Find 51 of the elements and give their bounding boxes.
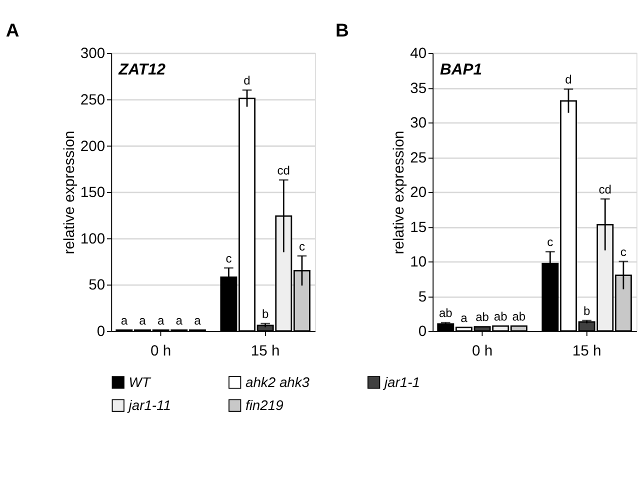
data-label: a bbox=[139, 313, 146, 328]
data-label: ab bbox=[494, 310, 508, 324]
chart-title: A bbox=[6, 19, 20, 40]
y-axis-title: relative expression bbox=[392, 130, 408, 254]
data-label: cd bbox=[598, 182, 612, 196]
data-label: cd bbox=[277, 163, 290, 178]
data-label: ab bbox=[512, 310, 526, 324]
y-tick-label: 10 bbox=[410, 254, 427, 271]
y-tick-label: 200 bbox=[80, 138, 106, 155]
y-tick-label: 0 bbox=[96, 324, 106, 340]
text: ZAT12 bbox=[118, 61, 166, 78]
y-tick-label: 50 bbox=[88, 278, 106, 294]
y-tick-label: 150 bbox=[80, 185, 106, 202]
x-tick-label: 0 h bbox=[472, 344, 493, 360]
y-tick-label: 5 bbox=[418, 289, 427, 306]
y-tick-label: 25 bbox=[410, 150, 427, 166]
legend-label: jar1-1 bbox=[382, 374, 420, 390]
data-label: a bbox=[157, 313, 164, 328]
data-label: ab bbox=[438, 306, 453, 320]
y-tick-label: 100 bbox=[80, 231, 106, 248]
text: BAP1 bbox=[440, 61, 482, 78]
y-tick-label: 20 bbox=[410, 185, 427, 202]
y-axis-title: relative expression bbox=[62, 130, 78, 254]
chart-title: B bbox=[336, 19, 349, 40]
y-tick-label: 30 bbox=[410, 116, 427, 132]
data-label: c bbox=[547, 235, 554, 250]
y-tick-label: 15 bbox=[410, 220, 427, 236]
data-label: a bbox=[460, 310, 468, 325]
y-tick-label: 35 bbox=[410, 80, 427, 97]
data-label: a bbox=[176, 313, 183, 328]
data-label: c bbox=[226, 251, 232, 266]
legend-label: ahk2 ahk3 bbox=[246, 374, 310, 390]
data-label: c bbox=[298, 239, 305, 254]
data-label: a bbox=[120, 313, 128, 328]
legend-label: WT bbox=[128, 374, 152, 390]
y-tick-label: 0 bbox=[418, 324, 427, 340]
data-label: b bbox=[583, 304, 590, 318]
legend-label: fin219 bbox=[246, 397, 284, 414]
y-tick-label: 250 bbox=[80, 92, 106, 108]
data-label: d bbox=[244, 74, 250, 88]
y-tick-label: 300 bbox=[80, 46, 106, 62]
x-tick-label: 0 h bbox=[150, 344, 172, 360]
x-tick-label: 15 h bbox=[250, 344, 280, 360]
y-tick-label: 40 bbox=[410, 46, 427, 62]
data-label: ab bbox=[476, 310, 490, 324]
data-label: d bbox=[565, 72, 572, 87]
legend-label: jar1-11 bbox=[126, 397, 171, 414]
data-label: c bbox=[620, 244, 626, 259]
data-label: b bbox=[262, 306, 269, 321]
x-tick-label: 15 h bbox=[572, 344, 602, 360]
data-label: a bbox=[194, 313, 202, 328]
